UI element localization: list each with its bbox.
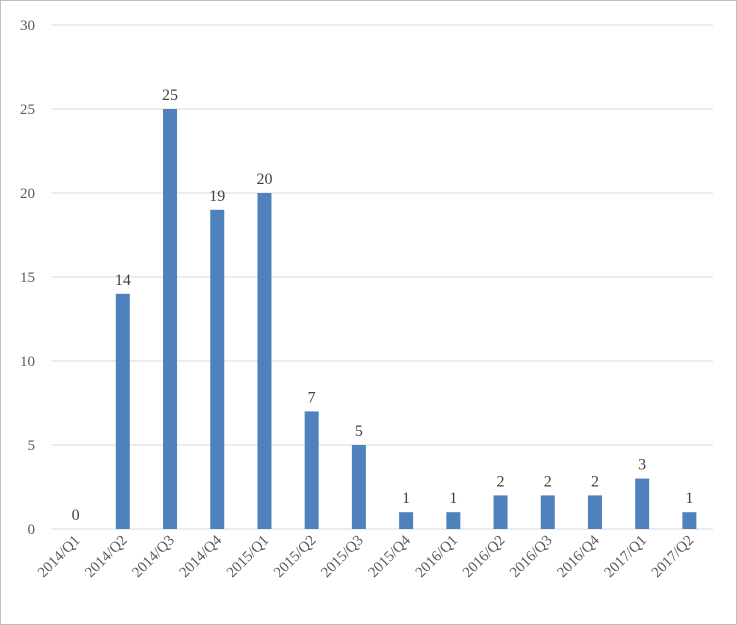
x-tick-label: 2016/Q3: [507, 533, 555, 581]
data-label: 14: [115, 272, 131, 289]
data-label: 25: [162, 87, 178, 104]
x-tick-label: 2015/Q1: [224, 533, 272, 581]
data-label: 7: [308, 389, 316, 406]
y-axis-ticks: 0 5 10 15 20 25 30: [20, 18, 35, 538]
x-axis-ticks: 2014/Q12014/Q22014/Q32014/Q42015/Q12015/…: [35, 532, 697, 581]
bar: [210, 209, 225, 530]
bar: [115, 293, 130, 529]
x-tick-label: 2017/Q2: [649, 533, 697, 581]
x-tick-label: 2014/Q4: [177, 532, 226, 581]
x-tick-label: 2014/Q1: [35, 533, 83, 581]
data-label: 1: [449, 490, 457, 507]
data-label: 2: [497, 473, 505, 490]
data-label: 2: [544, 473, 552, 490]
data-labels: 0 14 25 19 20 7 5 1 1 2 2 2 3 1: [72, 87, 694, 524]
bar: [540, 495, 555, 529]
y-tick-label: 0: [28, 522, 36, 538]
bar: [493, 495, 508, 529]
x-tick-label: 2015/Q2: [271, 533, 319, 581]
bar: [635, 478, 650, 529]
bar: [257, 193, 272, 529]
bar: [351, 445, 366, 529]
x-tick-label: 2014/Q2: [82, 533, 130, 581]
y-tick-label: 15: [20, 270, 35, 286]
x-tick-label: 2016/Q2: [460, 533, 508, 581]
data-label: 20: [256, 171, 272, 188]
bar: [163, 109, 178, 529]
bar: [446, 512, 461, 529]
x-tick-label: 2015/Q3: [318, 533, 366, 581]
data-label: 1: [685, 490, 693, 507]
data-label: 19: [209, 188, 225, 205]
data-label: 5: [355, 423, 363, 440]
gridlines: [52, 24, 713, 530]
bar: [587, 495, 602, 529]
data-label: 2: [591, 473, 599, 490]
y-tick-label: 10: [20, 354, 35, 370]
x-tick-label: 2017/Q1: [602, 533, 650, 581]
x-tick-label: 2015/Q4: [365, 532, 414, 581]
bars: [115, 109, 697, 530]
x-tick-label: 2014/Q3: [129, 533, 177, 581]
x-tick-label: 2016/Q4: [554, 532, 603, 581]
x-tick-label: 2016/Q1: [413, 533, 461, 581]
y-tick-label: 25: [20, 102, 35, 118]
y-tick-label: 20: [20, 186, 35, 202]
data-label: 1: [402, 490, 410, 507]
data-label: 0: [72, 507, 80, 524]
data-label: 3: [638, 457, 646, 474]
bar: [399, 512, 414, 529]
bar: [682, 512, 697, 529]
bar: [304, 411, 319, 529]
y-tick-label: 30: [20, 18, 35, 34]
y-tick-label: 5: [28, 438, 36, 454]
